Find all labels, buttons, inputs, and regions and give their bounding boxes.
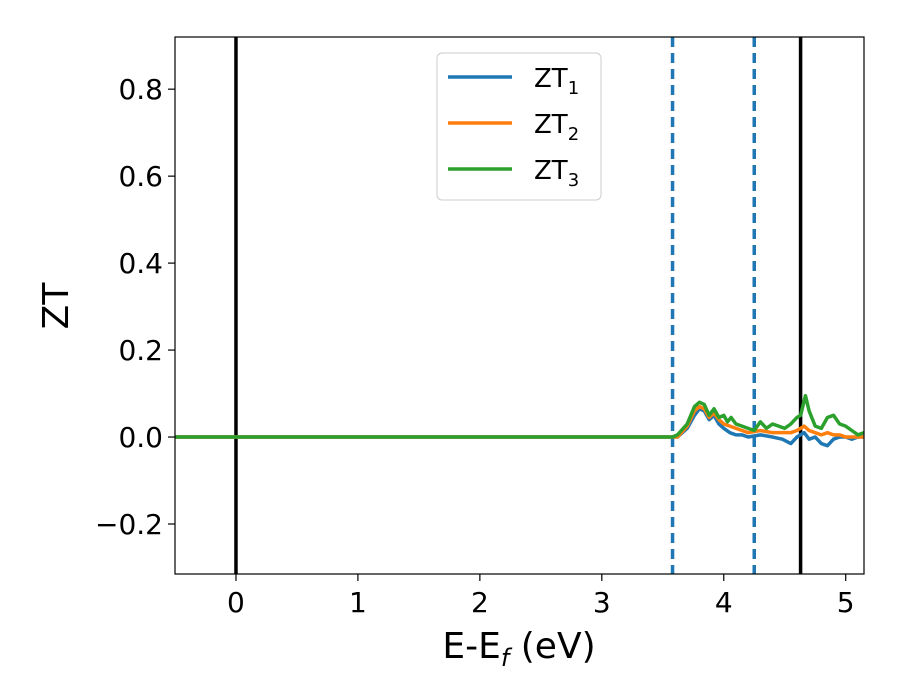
y-tick-label: 0.2 [118, 334, 163, 367]
x-tick-label: 0 [227, 586, 245, 619]
legend-label-3: ZT3 [534, 156, 579, 191]
x-axis: 0 1 2 3 4 5 [227, 574, 855, 619]
plot-frame [174, 36, 865, 575]
y-tick-label: 0.4 [118, 247, 163, 280]
y-tick-label: 0.8 [118, 73, 163, 106]
legend-box [436, 52, 602, 201]
x-tick-label: 3 [593, 586, 611, 619]
series-layer [175, 393, 865, 448]
x-tick-label: 4 [715, 586, 733, 619]
y-tick-label: −0.2 [95, 508, 163, 541]
legend: ZT1 ZT2 ZT3 [436, 52, 602, 201]
y-tick-label: 0.0 [118, 421, 163, 454]
x-tick-label: 5 [837, 586, 855, 619]
x-tick-label: 1 [349, 586, 367, 619]
x-axis-label-unit: (eV) [509, 626, 595, 667]
legend-items: ZT1 ZT2 ZT3 [448, 64, 579, 191]
reference-lines [234, 37, 803, 574]
x-axis-label-main: E-E [442, 626, 500, 667]
x-axis-label: E-Ef (eV) [442, 626, 595, 672]
legend-label-1: ZT1 [534, 64, 579, 99]
y-axis-label: ZT [36, 282, 77, 330]
legend-label-2: ZT2 [534, 110, 579, 145]
series-line-3 [175, 393, 865, 439]
x-tick-label: 2 [471, 586, 489, 619]
y-axis: −0.2 0.0 0.2 0.4 0.6 0.8 [95, 73, 175, 541]
y-tick-label: 0.6 [118, 160, 163, 193]
series-line-2 [175, 404, 864, 439]
